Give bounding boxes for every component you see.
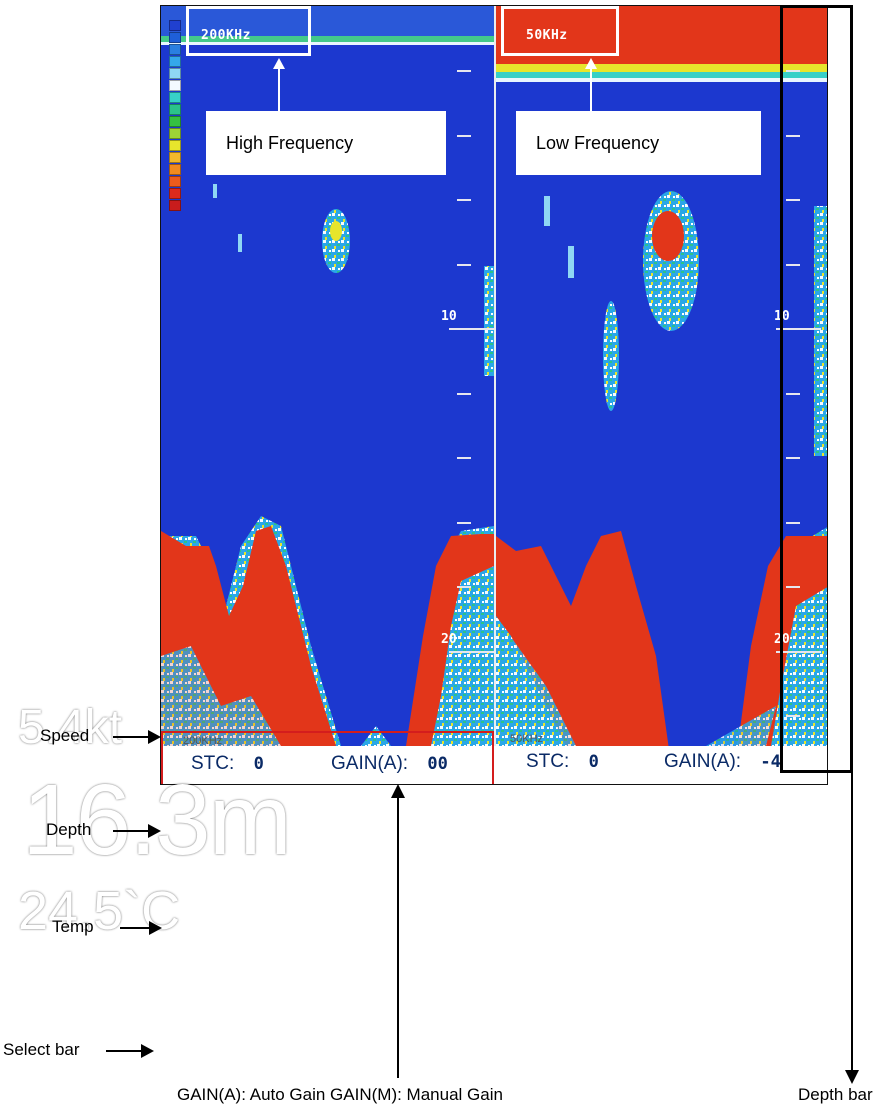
sounder-screen: 200KHz 10 20 High Frequency xyxy=(160,5,828,785)
pane-divider xyxy=(494,6,496,746)
arrow-down-icon xyxy=(845,1070,859,1084)
speed-arrow-line xyxy=(113,736,149,738)
color-scale-swatch xyxy=(169,176,181,187)
arrow-right-icon xyxy=(141,1044,154,1058)
arrow-up-icon xyxy=(585,58,597,69)
arrow-right-icon xyxy=(148,730,161,744)
gain-value: 00 xyxy=(427,754,448,774)
high-frequency-label: 200KHz xyxy=(201,28,251,43)
gain-readout-low: GAIN(A): -4 xyxy=(664,751,781,773)
color-scale-swatch xyxy=(169,140,181,151)
low-frequency-pointer xyxy=(590,66,592,111)
depth-mark-10: 10 xyxy=(441,309,457,324)
depth-bar-arrow-line xyxy=(851,773,853,1073)
high-frequency-highlight xyxy=(186,6,311,56)
depth-readout: 16.3m xyxy=(22,764,292,876)
speed-annotation: Speed xyxy=(40,726,90,745)
depth-arrow-line xyxy=(113,830,149,832)
high-frequency-echogram xyxy=(161,6,494,746)
color-scale-swatch xyxy=(169,116,181,127)
color-scale-swatch xyxy=(169,152,181,163)
color-scale-swatch xyxy=(169,200,181,211)
arrow-up-icon xyxy=(273,58,285,69)
color-scale-swatch xyxy=(169,188,181,199)
gain-readout-high: GAIN(A): 00 xyxy=(331,753,448,775)
depth-bar-annotation: Depth bar xyxy=(798,1085,873,1104)
low-frequency-pane: 50KHz 10 20 Low Frequency xyxy=(496,6,827,746)
color-scale-swatch xyxy=(169,32,181,43)
arrow-up-icon xyxy=(391,784,405,798)
depth-mark-20: 20 xyxy=(441,632,457,647)
color-scale xyxy=(169,20,181,212)
low-frequency-callout: Low Frequency xyxy=(516,111,761,175)
select-bar-low-frequency: 50KHz xyxy=(510,733,544,745)
depth-annotation: Depth xyxy=(46,820,92,839)
color-scale-swatch xyxy=(169,20,181,31)
color-scale-swatch xyxy=(169,164,181,175)
select-bar-annotation: Select bar xyxy=(3,1040,80,1059)
color-scale-swatch xyxy=(169,44,181,55)
high-frequency-pane: 200KHz 10 20 High Frequency xyxy=(161,6,494,746)
gain-annotation: GAIN(A): Auto Gain GAIN(M): Manual Gain xyxy=(177,1085,503,1104)
color-scale-swatch xyxy=(169,80,181,91)
arrow-right-icon xyxy=(148,824,161,838)
color-scale-swatch xyxy=(169,68,181,79)
stc-readout-high: STC: 0 xyxy=(191,753,264,775)
arrow-right-icon xyxy=(149,921,162,935)
color-scale-swatch xyxy=(169,56,181,67)
gain-label: GAIN(A): xyxy=(331,753,409,774)
color-scale-swatch xyxy=(169,92,181,103)
gain-value: -4 xyxy=(760,752,781,772)
stc-label: STC: xyxy=(526,751,570,772)
stc-value: 0 xyxy=(588,752,599,772)
stc-readout-low: STC: 0 xyxy=(526,751,599,773)
stc-value: 0 xyxy=(253,754,264,774)
high-frequency-pointer xyxy=(278,66,280,111)
select-bar-arrow-line xyxy=(106,1050,142,1052)
temp-arrow-line xyxy=(120,927,150,929)
temp-annotation: Temp xyxy=(52,917,94,936)
low-frequency-label: 50KHz xyxy=(526,28,568,43)
select-bar-high-frequency: 200KHz xyxy=(183,735,223,747)
color-scale-swatch xyxy=(169,128,181,139)
color-scale-swatch xyxy=(169,104,181,115)
speed-readout: 5.4kt xyxy=(18,701,123,754)
gain-arrow-line xyxy=(397,788,399,1078)
depth-bar-highlight xyxy=(780,5,853,773)
low-frequency-highlight xyxy=(501,6,619,56)
select-bar-high[interactable]: 200KHz STC: 0 GAIN(A): 00 xyxy=(161,731,494,784)
gain-label: GAIN(A): xyxy=(664,751,742,772)
select-bar-low[interactable]: 50KHz STC: 0 GAIN(A): -4 xyxy=(496,731,827,784)
high-frequency-callout: High Frequency xyxy=(206,111,446,175)
stc-label: STC: xyxy=(191,753,235,774)
